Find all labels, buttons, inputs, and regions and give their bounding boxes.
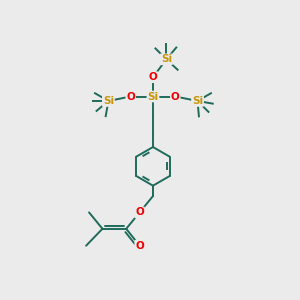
Text: O: O (135, 241, 144, 251)
Text: O: O (148, 72, 157, 82)
Text: Si: Si (147, 92, 158, 101)
Text: Si: Si (103, 96, 114, 106)
Text: O: O (135, 207, 144, 218)
Text: O: O (171, 92, 180, 101)
Text: Si: Si (161, 54, 172, 64)
Text: Si: Si (192, 96, 203, 106)
Text: O: O (126, 92, 135, 101)
